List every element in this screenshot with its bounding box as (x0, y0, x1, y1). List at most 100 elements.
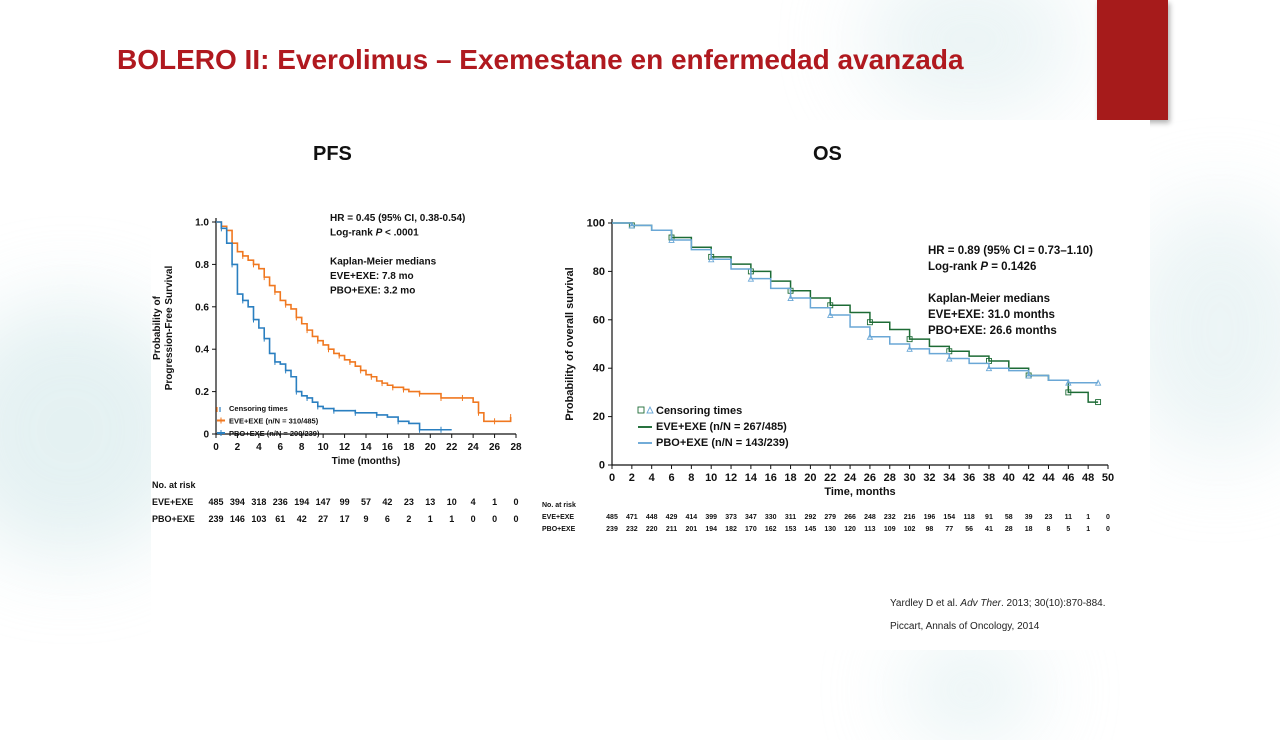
x-tick-label: 48 (1082, 472, 1094, 484)
risk-row-label: PBO+EXE (542, 526, 576, 533)
risk-value: 130 (824, 526, 836, 533)
x-tick-label: 50 (1102, 472, 1114, 484)
x-tick-label: 26 (489, 442, 501, 453)
censor-marker (668, 236, 675, 243)
risk-row-label: EVE+EXE (542, 514, 574, 521)
risk-value: 0 (492, 514, 497, 524)
risk-value: 8 (1047, 526, 1051, 533)
risk-value: 5 (1066, 526, 1070, 533)
y-axis-label: Probability of overall survival (564, 267, 576, 420)
annotation-line: EVE+EXE: 7.8 mo (330, 271, 414, 282)
risk-value: 394 (230, 497, 245, 507)
legend-label: Censoring times (229, 404, 288, 413)
risk-value: 292 (805, 514, 817, 521)
risk-value: 153 (785, 526, 797, 533)
risk-value: 0 (513, 497, 518, 507)
x-axis-label: Time, months (824, 486, 895, 498)
y-tick-label: 80 (593, 266, 605, 278)
y-tick-label: 60 (593, 314, 605, 326)
risk-value: 471 (626, 514, 638, 521)
censor-marker (1094, 379, 1102, 386)
x-tick-label: 0 (609, 472, 615, 484)
x-tick-label: 46 (1062, 472, 1074, 484)
risk-value: 1 (492, 497, 497, 507)
x-axis-label: Time (months) (332, 456, 401, 467)
risk-value: 57 (361, 497, 371, 507)
x-tick-label: 14 (360, 442, 372, 453)
annotation-line: Kaplan-Meier medians (330, 257, 437, 268)
x-tick-label: 20 (804, 472, 816, 484)
background-blob (900, 640, 1040, 740)
risk-value: 485 (606, 514, 618, 521)
y-tick-label: 0.6 (195, 302, 209, 313)
risk-value: 162 (765, 526, 777, 533)
x-tick-label: 34 (943, 472, 956, 484)
risk-value: 41 (985, 526, 993, 533)
risk-value: 77 (945, 526, 953, 533)
risk-value: 6 (385, 514, 390, 524)
annotation-line: HR = 0.45 (95% CI, 0.38-0.54) (330, 213, 465, 224)
x-tick-label: 28 (510, 442, 522, 453)
risk-value: 220 (646, 526, 658, 533)
x-tick-label: 18 (784, 472, 796, 484)
risk-row-label: PBO+EXE (152, 514, 195, 524)
risk-value: 91 (985, 514, 993, 521)
y-tick-label: 100 (587, 218, 605, 230)
x-tick-label: 40 (1003, 472, 1015, 484)
reference-2-text: Piccart, Annals of Oncology, 2014 (890, 621, 1040, 632)
risk-value: 266 (844, 514, 856, 521)
x-tick-label: 8 (299, 442, 305, 453)
risk-value: 17 (340, 514, 350, 524)
annotation-line: Kaplan-Meier medians (928, 293, 1050, 305)
x-tick-label: 22 (824, 472, 836, 484)
risk-value: 485 (208, 497, 223, 507)
reference-2: Piccart, Annals of Oncology, 2014 (890, 621, 1039, 632)
risk-value: 201 (686, 526, 698, 533)
risk-value: 9 (363, 514, 368, 524)
annotation-line: EVE+EXE: 31.0 months (928, 309, 1055, 321)
risk-value: 27 (318, 514, 328, 524)
risk-value: 216 (904, 514, 916, 521)
x-tick-label: 12 (725, 472, 737, 484)
x-tick-label: 42 (1023, 472, 1035, 484)
km-curve-pbo-exe (216, 221, 452, 431)
x-tick-label: 38 (983, 472, 995, 484)
censor-marker (1095, 399, 1102, 406)
risk-row-label: EVE+EXE (152, 497, 193, 507)
risk-value: 1 (1086, 514, 1090, 521)
annotation-line: PBO+EXE: 3.2 mo (330, 286, 415, 297)
x-tick-label: 20 (425, 442, 437, 453)
risk-value: 61 (275, 514, 285, 524)
slide-title: BOLERO II: Everolimus – Exemestane en en… (117, 44, 964, 75)
figure-panel (151, 120, 1150, 650)
censor-marker (866, 319, 873, 326)
risk-value: 318 (251, 497, 266, 507)
os-heading: OS (813, 143, 842, 165)
legend-label: Censoring times (656, 405, 742, 417)
risk-value: 23 (1045, 514, 1053, 521)
risk-value: 0 (513, 514, 518, 524)
y-tick-label: 0 (599, 460, 605, 472)
y-axis-label-line2: Progression-Free Survival (164, 266, 175, 391)
risk-value: 414 (686, 514, 698, 521)
x-tick-label: 8 (688, 472, 694, 484)
x-tick-label: 4 (256, 442, 262, 453)
risk-value: 194 (705, 526, 717, 533)
risk-value: 279 (824, 514, 836, 521)
legend-label: PBO+EXE (n/N = 200/239) (229, 429, 320, 438)
risk-value: 4 (471, 497, 476, 507)
risk-value: 239 (606, 526, 618, 533)
x-tick-label: 32 (923, 472, 935, 484)
risk-value: 0 (1106, 514, 1110, 521)
risk-value: 1 (428, 514, 433, 524)
risk-value: 182 (725, 526, 737, 533)
censor-marker (1025, 371, 1032, 379)
risk-value: 11 (1065, 514, 1073, 521)
risk-value: 311 (785, 514, 796, 521)
x-tick-label: 24 (844, 472, 857, 484)
legend-censor-square (637, 406, 645, 414)
risk-value: 23 (404, 497, 414, 507)
risk-value: 113 (864, 526, 875, 533)
y-tick-label: 0 (203, 430, 209, 441)
reference-1-journal: Adv Ther (960, 598, 1001, 609)
